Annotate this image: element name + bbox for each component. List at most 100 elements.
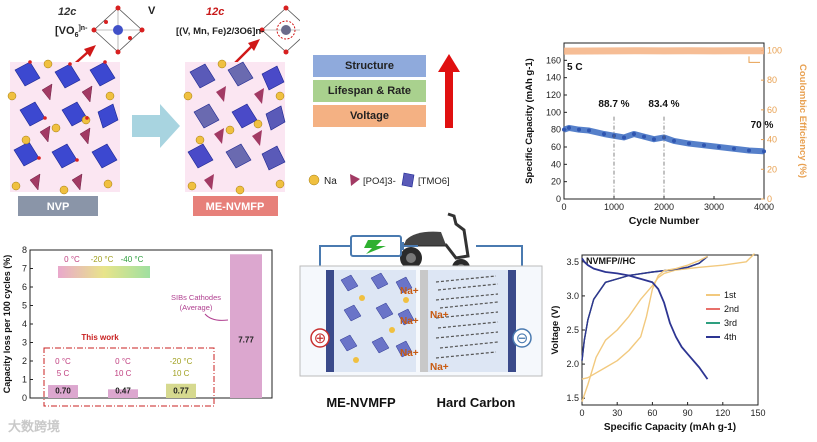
property-box-structure: Structure bbox=[313, 55, 426, 77]
x-tick-label: 150 bbox=[750, 408, 765, 418]
annotation-label: 88.7 % bbox=[598, 99, 629, 110]
capacity-point bbox=[702, 143, 706, 148]
y2-tick-label: 100 bbox=[767, 45, 782, 55]
anode-label: Hard Carbon bbox=[437, 395, 516, 410]
cd-title: NVMFP//HC bbox=[586, 256, 636, 266]
y-tick-label: 20 bbox=[551, 177, 561, 187]
capacity-point bbox=[717, 145, 721, 149]
legend-label: 4th bbox=[724, 332, 737, 342]
y-tick-label: 40 bbox=[551, 159, 561, 169]
cathode-material bbox=[339, 272, 415, 358]
y-tick-label: 2 bbox=[22, 356, 27, 366]
me-label-box bbox=[193, 196, 278, 216]
y-tick-label: 7 bbox=[22, 264, 27, 274]
y-tick-label: 1.5 bbox=[566, 393, 579, 403]
capacity-point bbox=[587, 128, 591, 133]
transform-arrow bbox=[132, 104, 180, 148]
me-label: ME-NVMFP bbox=[206, 201, 265, 213]
x-tick-label: 90 bbox=[683, 408, 693, 418]
y-tick-label: 160 bbox=[546, 55, 561, 65]
capacity-point bbox=[622, 135, 626, 140]
y2-tick-label: 80 bbox=[767, 75, 777, 85]
y-tick-label: 3.5 bbox=[566, 257, 579, 267]
cycle-ylabel-right: Coulombic Efficiency (%) bbox=[797, 64, 808, 178]
capacity-point bbox=[602, 132, 606, 136]
bar-temp-label: 0 °C bbox=[115, 357, 131, 366]
capacity-point bbox=[652, 137, 656, 142]
capacity-point bbox=[567, 125, 571, 130]
structure-illustration: 12c V [VO6]n- bbox=[7, 5, 300, 216]
capacity-point bbox=[632, 132, 636, 136]
capacity-point bbox=[732, 146, 736, 151]
ce-axis-pointer bbox=[748, 56, 760, 63]
y-tick-label: 140 bbox=[546, 73, 561, 83]
nvp-label-box bbox=[18, 196, 98, 216]
legend-na: Na bbox=[324, 176, 337, 187]
capacity-point bbox=[762, 149, 766, 154]
y-tick-label: 3 bbox=[22, 338, 27, 348]
property-box-lifespan: Lifespan & Rate bbox=[313, 80, 426, 102]
cycling-chart: 0 1000 2000 3000 400002040608010012014016002… bbox=[524, 42, 808, 227]
y2-tick-label: 40 bbox=[767, 135, 777, 145]
loss-bar bbox=[108, 389, 138, 398]
property-box-voltage: Voltage bbox=[313, 105, 426, 127]
na-ion-label-5: Na+ bbox=[430, 362, 449, 373]
x-tick-label: 1000 bbox=[604, 202, 624, 212]
bar-rate-label: 5 C bbox=[57, 369, 70, 378]
nvp-octahedron-inset bbox=[91, 5, 145, 55]
y-tick-label: 0 bbox=[22, 393, 27, 403]
cathode-collector bbox=[326, 270, 334, 372]
x-tick-label: 120 bbox=[715, 408, 730, 418]
legend-tmo6: [TMO6]n- bbox=[418, 176, 450, 187]
cycle-plot-frame bbox=[563, 42, 765, 200]
loss-bar bbox=[48, 385, 78, 398]
charge-curve bbox=[581, 255, 708, 361]
nvp-formula: [VO6]n- bbox=[55, 25, 88, 39]
lifespan-box-label: Lifespan & Rate bbox=[327, 85, 412, 97]
capacity-point bbox=[687, 141, 691, 146]
x-tick-label: 0 bbox=[561, 202, 566, 212]
legend-label: 1st bbox=[724, 290, 737, 300]
y-tick-label: 80 bbox=[551, 125, 561, 135]
charge-curve bbox=[581, 255, 708, 361]
y-tick-label: 1 bbox=[22, 375, 27, 385]
legend-label: 2nd bbox=[724, 304, 739, 314]
me-formula: [(V, Mn, Fe)2/3O6]n- bbox=[176, 26, 264, 37]
temp-legend-label: -20 °C bbox=[91, 255, 114, 264]
structure-box-label: Structure bbox=[345, 60, 394, 72]
capacity-point bbox=[747, 148, 751, 153]
y-tick-label: 60 bbox=[551, 142, 561, 152]
anode-material bbox=[435, 275, 499, 359]
this-work-box bbox=[43, 347, 215, 407]
nvp-site-label: 12c bbox=[58, 6, 76, 18]
y-tick-label: 120 bbox=[546, 90, 561, 100]
loss-ylabel: Capacity loss per 100 cycles (%) bbox=[2, 255, 12, 394]
y-tick-label: 2.0 bbox=[566, 359, 579, 369]
bar-rate-label: 10 C bbox=[115, 369, 132, 378]
y-tick-label: 2.5 bbox=[566, 325, 579, 335]
improvement-arrow bbox=[438, 54, 460, 128]
nvp-lattice bbox=[7, 59, 120, 195]
voltage-box-label: Voltage bbox=[350, 110, 389, 122]
temp-legend-label: -40 °C bbox=[121, 255, 144, 264]
this-work-label: This work bbox=[81, 333, 119, 342]
charge-discharge-chart: 0 30 60 90 120 150 1.5 2.0 2.5 3.0 3.5 Specific Cap… bbox=[550, 253, 766, 433]
cd-ylabel: Voltage (V) bbox=[550, 306, 561, 355]
y2-tick-label: 0 bbox=[767, 194, 772, 204]
legend-po4: [PO4]3- bbox=[363, 176, 396, 187]
cd-plot-frame bbox=[581, 254, 759, 406]
cathode-label: ME-NVMFP bbox=[326, 395, 396, 410]
na-ion-label-4: Na+ bbox=[430, 310, 449, 321]
bar-value-label: 7.77 bbox=[238, 336, 254, 345]
charge-curve bbox=[581, 253, 755, 402]
bar-value-label: 0.47 bbox=[115, 387, 131, 396]
bar-value-label: 0.77 bbox=[173, 387, 189, 396]
loss-bar bbox=[230, 254, 262, 398]
na-ion-label-1: Na+ bbox=[400, 286, 419, 297]
me-nvmfp-lattice bbox=[183, 59, 286, 195]
reference-label-1: SIBs Cathodes bbox=[171, 293, 221, 302]
na-ion-label-3: Na+ bbox=[400, 348, 419, 359]
bar-temp-label: 0 °C bbox=[55, 357, 71, 366]
separator bbox=[420, 270, 428, 372]
charge-curve bbox=[581, 255, 708, 361]
